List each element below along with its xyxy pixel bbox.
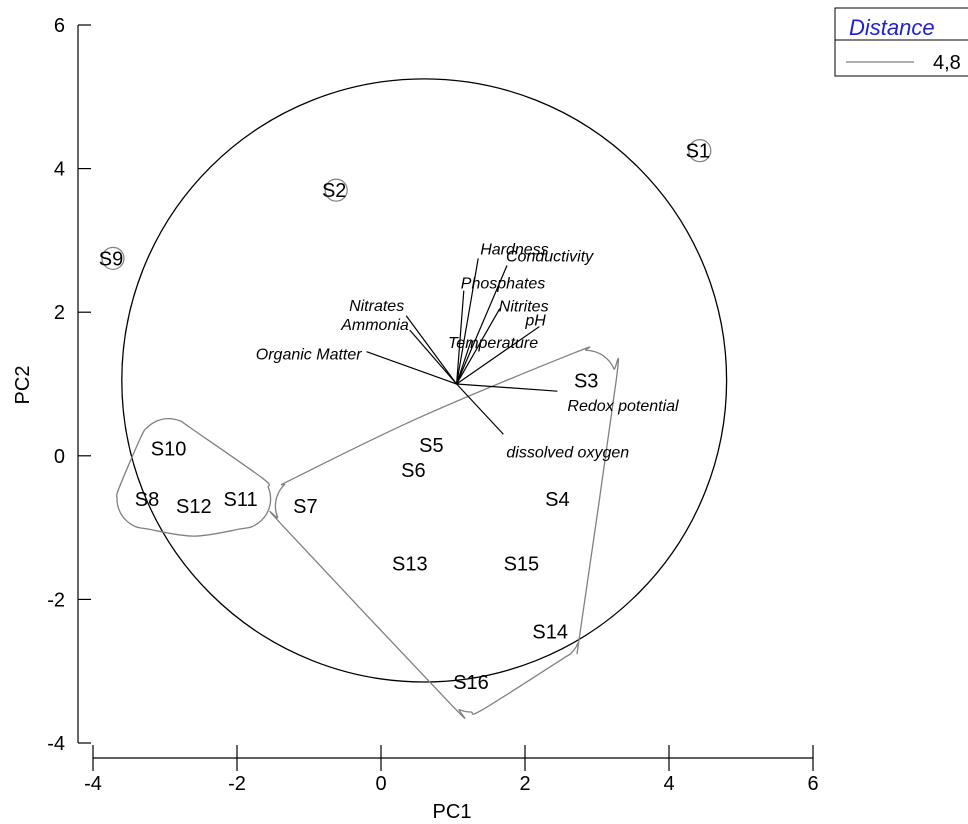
vector-line — [409, 329, 458, 385]
y-tick-label: 0 — [54, 446, 65, 468]
x-axis-title: PC1 — [433, 801, 472, 823]
vector-label: Redox potential — [567, 398, 679, 415]
vector-line — [456, 326, 540, 385]
x-tick-label: -4 — [84, 773, 102, 795]
vector-line — [456, 265, 508, 385]
site-label: S5 — [419, 435, 443, 457]
vector-label: dissolved oxygen — [506, 444, 629, 461]
site-label: S13 — [392, 554, 428, 576]
site-label: S6 — [401, 460, 425, 482]
x-tick-label: 4 — [663, 773, 674, 795]
cluster-outline — [101, 246, 125, 270]
site-label: S16 — [453, 672, 489, 694]
cluster-outline — [324, 178, 348, 202]
vector-label: Organic Matter — [256, 347, 362, 364]
legend-title: Distance — [849, 15, 935, 40]
site-label: S2 — [322, 180, 346, 202]
vector-line — [456, 290, 465, 385]
cluster-layer — [101, 139, 712, 719]
y-tick-label: 2 — [54, 302, 65, 324]
vector-label: Conductivity — [506, 249, 594, 266]
legend-box — [834, 7, 968, 77]
legend: Distance 4,8 — [834, 7, 968, 77]
vector-line — [456, 340, 472, 385]
vector-line — [405, 315, 458, 385]
vector-label: Nitrites — [499, 299, 549, 316]
site-label: S3 — [574, 370, 598, 392]
vector-label: Hardness — [480, 241, 548, 258]
x-tick-label: 0 — [375, 773, 386, 795]
y-tick-label: -4 — [47, 733, 65, 755]
y-tick-label: 4 — [54, 159, 65, 181]
site-label: S4 — [545, 489, 569, 511]
vector-label: Ammonia — [340, 317, 409, 334]
vector-label: Phosphates — [461, 276, 546, 293]
vector-label: pH — [524, 313, 546, 330]
cluster-outline — [269, 346, 620, 719]
site-label: S7 — [293, 496, 317, 518]
site-label: S10 — [151, 439, 187, 461]
site-label: S8 — [135, 489, 159, 511]
vector-line — [366, 351, 457, 385]
vector-line — [456, 258, 479, 385]
site-label: S9 — [99, 248, 123, 270]
site-label: S12 — [176, 496, 212, 518]
y-tick-label: -2 — [47, 589, 65, 611]
x-tick-label: 6 — [807, 773, 818, 795]
cluster-outline — [688, 139, 712, 163]
correlation-circle — [121, 78, 728, 683]
vector-label: Temperature — [448, 335, 538, 352]
circle-layer — [121, 78, 728, 683]
vector-line — [456, 308, 501, 385]
vector-label: Nitrates — [349, 298, 404, 315]
site-label: S11 — [224, 489, 258, 511]
site-label: S15 — [504, 554, 540, 576]
vector-line — [456, 383, 558, 392]
cluster-outline — [116, 417, 272, 537]
site-layer: S1 S2 S3 S4 S5 S6 S7 S8 S9 S10 S11 S12 S13 S14 S15 S16 — [99, 141, 710, 694]
y-tick-label: 6 — [54, 15, 65, 37]
axes-layer: -4 -2 0 2 4 6 -4 -2 0 2 4 6 — [47, 15, 818, 795]
x-tick-label: -2 — [228, 773, 246, 795]
x-tick-label: 2 — [519, 773, 530, 795]
site-label: S1 — [686, 141, 710, 163]
y-axis-title: PC2 — [12, 366, 34, 405]
legend-entry-label: 4,8 — [933, 52, 961, 74]
vector-line — [456, 383, 504, 435]
site-label: S14 — [532, 622, 568, 644]
